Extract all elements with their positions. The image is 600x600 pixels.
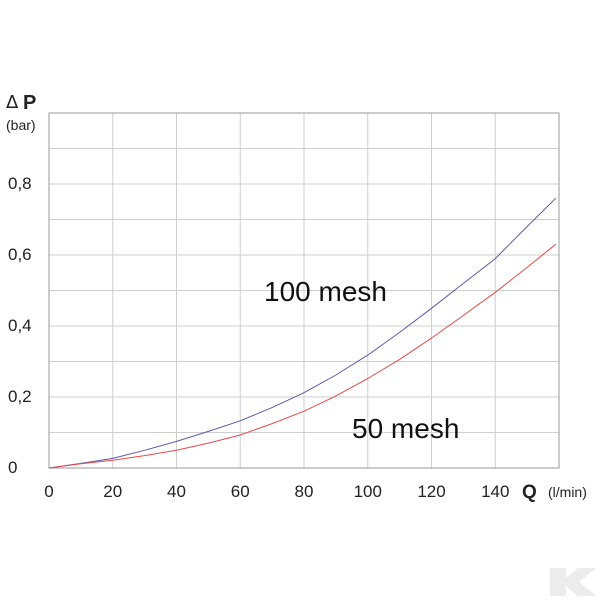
x-tick-label: 100 (354, 482, 382, 501)
y-axis-unit: (bar) (6, 117, 36, 133)
series-layer (48, 197, 557, 469)
annotation-100-mesh: 100 mesh (264, 276, 387, 307)
y-tick-label: 0,4 (8, 316, 32, 335)
y-tick-label: 0,2 (8, 387, 32, 406)
k-logo-icon (550, 568, 597, 596)
plot-frame (48, 112, 560, 469)
y-tick-labels: 0 0,2 0,4 0,6 0,8 (8, 174, 32, 477)
y-tick-label: 0 (8, 458, 17, 477)
x-tick-labels: 0 20 40 60 80 100 120 140 (44, 482, 509, 501)
grid-lines (49, 113, 559, 468)
x-tick-label: 20 (103, 482, 122, 501)
series-line-100-mesh (48, 197, 557, 469)
k-logo-shape (550, 568, 597, 596)
y-tick-label: 0,8 (8, 174, 32, 193)
x-tick-label: 60 (231, 482, 250, 501)
annotation-50-mesh: 50 mesh (352, 413, 459, 444)
x-axis-unit: (l/min) (548, 484, 587, 500)
y-axis-symbol: Δ (6, 92, 19, 113)
x-tick-label: 120 (417, 482, 445, 501)
x-tick-label: 140 (481, 482, 509, 501)
x-tick-label: 40 (167, 482, 186, 501)
y-tick-label: 0,6 (8, 245, 32, 264)
x-tick-label: 0 (44, 482, 53, 501)
x-tick-label: 80 (295, 482, 314, 501)
series-line-50-mesh (48, 243, 557, 469)
x-axis-label: Q (522, 482, 537, 503)
y-axis-label: P (23, 92, 36, 114)
